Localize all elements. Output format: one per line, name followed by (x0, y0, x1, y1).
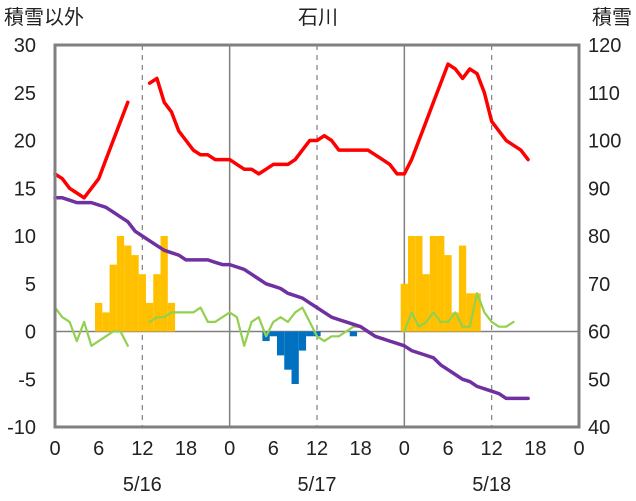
right-y-tick-label: 80 (588, 226, 610, 248)
bar (145, 302, 154, 332)
right-y-tick-label: 60 (588, 322, 610, 344)
bar (109, 264, 117, 332)
right-y-tick-label: 120 (588, 35, 621, 57)
x-tick-label: 0 (49, 438, 60, 460)
bar (116, 236, 125, 332)
bar (444, 255, 452, 332)
bar (102, 312, 110, 332)
bar (466, 293, 474, 332)
bar (306, 331, 314, 337)
bar (167, 302, 176, 332)
left-y-tick-label: 20 (14, 131, 36, 153)
right-y-tick-label: 100 (588, 131, 621, 153)
plot-frame (53, 43, 581, 429)
bar (138, 274, 146, 332)
series-line (148, 306, 362, 347)
series-line (403, 292, 515, 333)
x-tick-label: 6 (93, 438, 104, 460)
x-tick-label: 6 (268, 438, 279, 460)
series-line (53, 100, 130, 200)
day-label: 5/17 (298, 474, 337, 496)
bar (458, 245, 467, 332)
bar (400, 283, 408, 332)
right-y-tick-label: 90 (588, 178, 610, 200)
bar (437, 236, 445, 332)
left-y-tick-label: 0 (25, 322, 36, 344)
x-tick-label: 18 (350, 438, 372, 460)
bar (95, 302, 103, 332)
x-tick-label: 18 (524, 438, 546, 460)
x-tick-label: 12 (481, 438, 503, 460)
bar (284, 331, 292, 370)
right-y-tick-label: 70 (588, 274, 610, 296)
x-tick-label: 12 (131, 438, 153, 460)
bars-layer (95, 236, 481, 385)
bar (451, 312, 459, 332)
bar (124, 245, 132, 332)
bar (473, 293, 481, 332)
right-y-tick-label: 40 (588, 417, 610, 439)
x-tick-label: 6 (442, 438, 453, 460)
x-tick-label: 18 (175, 438, 197, 460)
bar (269, 331, 277, 337)
day-label: 5/16 (123, 474, 162, 496)
left-axis-label: 積雪以外 (4, 6, 84, 29)
grid-layer (55, 45, 579, 427)
left-y-tick-label: 5 (25, 274, 36, 296)
bar (291, 331, 299, 385)
left-y-tick-label: 15 (14, 178, 36, 200)
left-y-tick-label: 10 (14, 226, 36, 248)
series-line (53, 196, 530, 401)
day-label: 5/18 (472, 474, 511, 496)
left-y-tick-label: -5 (18, 369, 36, 391)
chart-title: 石川 (298, 7, 338, 29)
right-axis-label: 積雪 (592, 6, 632, 29)
bar (422, 274, 430, 332)
x-tick-label: 0 (399, 438, 410, 460)
right-y-tick-label: 110 (588, 83, 620, 105)
lines-layer (53, 62, 530, 401)
bar (153, 274, 161, 332)
series-line (53, 306, 129, 347)
bar (131, 255, 139, 332)
bar (429, 236, 438, 332)
bar (407, 236, 416, 332)
x-tick-label: 12 (306, 438, 328, 460)
bar (349, 331, 358, 337)
left-y-tick-label: 25 (14, 83, 36, 105)
x-tick-label: 0 (573, 438, 584, 460)
left-y-tick-label: 30 (14, 35, 36, 57)
bar (160, 236, 168, 332)
bar (298, 331, 307, 351)
x-tick-label: 0 (224, 438, 235, 460)
right-y-tick-label: 50 (588, 369, 610, 391)
series-line (147, 62, 530, 176)
bar (276, 331, 285, 356)
left-y-tick-label: -10 (7, 417, 36, 439)
bar (415, 236, 423, 332)
